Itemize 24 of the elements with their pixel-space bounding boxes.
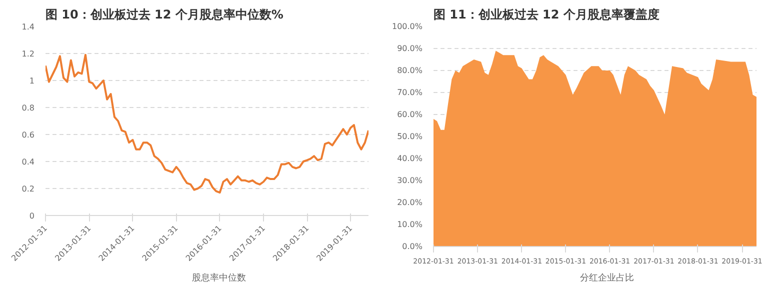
y-tick-label: 20.0% (397, 198, 423, 207)
chart-title: 图 11：创业板过去 12 个月股息率覆盖度 (434, 8, 660, 22)
y-tick-label: 0.2 (22, 184, 35, 194)
y-tick-label: 30.0% (397, 176, 423, 185)
y-tick-label: 90.0% (397, 44, 423, 53)
y-tick-label: 50.0% (397, 132, 423, 141)
y-tick-label: 0 (29, 212, 35, 220)
y-tick-label: 0.4 (22, 158, 35, 166)
chart-title: 图 10：创业板过去 12 个月股息率中位数% (46, 8, 284, 22)
y-tick-label: 1 (29, 76, 35, 86)
y-tick-label: 10.0% (397, 220, 423, 229)
y-tick-label: 60.0% (397, 110, 423, 119)
y-tick-label: 1.2 (22, 50, 35, 58)
y-tick-label: 100.0% (392, 22, 423, 31)
text: 股息率中位数 (192, 272, 246, 284)
y-tick-label: 80.0% (397, 66, 423, 75)
y-tick-label: 0.0% (402, 242, 423, 251)
y-tick-label: 0.8 (22, 104, 35, 112)
y-tick-label: 70.0% (397, 88, 423, 97)
y-tick-label: 0.6 (22, 130, 35, 140)
y-tick-label: 40.0% (397, 154, 423, 163)
y-tick-label: 1.4 (22, 22, 35, 32)
line-series (46, 54, 368, 194)
text: 分红企业占比 (580, 272, 634, 284)
